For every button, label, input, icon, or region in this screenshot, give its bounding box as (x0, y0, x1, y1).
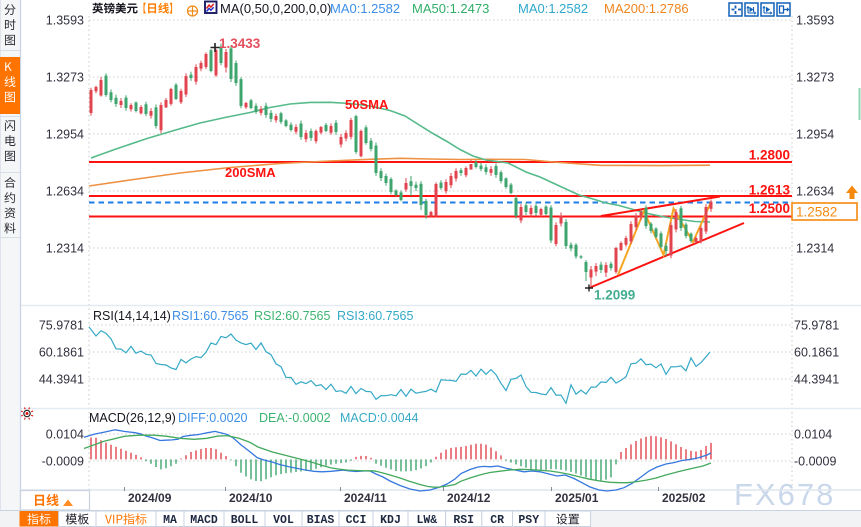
svg-text:1.2613: 1.2613 (749, 183, 791, 198)
svg-text:2024/11: 2024/11 (344, 491, 387, 505)
svg-text:1.3273: 1.3273 (46, 71, 84, 85)
svg-text:1.2582: 1.2582 (796, 205, 837, 220)
svg-text:0.0104: 0.0104 (794, 428, 832, 442)
svg-text:BOLL: BOLL (231, 514, 259, 527)
svg-text:BIAS: BIAS (307, 514, 335, 527)
svg-text:MACD(26,12,9): MACD(26,12,9) (89, 411, 176, 425)
svg-text:RSI(14,14,14): RSI(14,14,14) (93, 309, 171, 323)
svg-text:MACD: MACD (190, 514, 218, 527)
svg-text:2024/10: 2024/10 (229, 491, 273, 505)
svg-text:1.2800: 1.2800 (749, 148, 790, 163)
svg-text:75.9781: 75.9781 (794, 319, 839, 333)
svg-text:2024/12: 2024/12 (447, 491, 491, 505)
svg-text:MA(0,50,0,200,0,0): MA(0,50,0,200,0,0) (220, 1, 331, 16)
svg-text:75.9781: 75.9781 (39, 319, 84, 333)
svg-text:1.2954: 1.2954 (46, 128, 84, 142)
svg-text:1.3273: 1.3273 (796, 71, 834, 85)
svg-text:CR: CR (490, 514, 504, 527)
svg-text:1.2634: 1.2634 (46, 185, 84, 199)
svg-text:1.2634: 1.2634 (796, 185, 834, 199)
svg-text:1.2314: 1.2314 (796, 242, 834, 256)
svg-text:KDJ: KDJ (380, 514, 401, 527)
svg-text:1.2954: 1.2954 (796, 128, 834, 142)
svg-text:MACD:0.0044: MACD:0.0044 (340, 411, 419, 425)
svg-text:2024/09: 2024/09 (128, 491, 172, 505)
svg-text:2025/01: 2025/01 (555, 491, 599, 505)
svg-text:1.2500: 1.2500 (749, 201, 790, 216)
svg-text:1.3593: 1.3593 (46, 14, 84, 28)
svg-text:44.3941: 44.3941 (794, 373, 839, 387)
svg-text:60.1861: 60.1861 (794, 346, 839, 360)
svg-text:CCI: CCI (346, 514, 367, 527)
svg-text:-0.0009: -0.0009 (42, 455, 84, 469)
svg-text:1.2099: 1.2099 (594, 288, 635, 303)
svg-text:LW&: LW& (416, 514, 437, 527)
svg-text:2025/02: 2025/02 (662, 491, 706, 505)
svg-text:DIFF:0.0020: DIFF:0.0020 (178, 411, 248, 425)
svg-text:MA0:1.2582: MA0:1.2582 (518, 1, 588, 16)
svg-text:RSI: RSI (453, 514, 474, 527)
svg-text:44.3941: 44.3941 (39, 373, 84, 387)
svg-text:1.3593: 1.3593 (796, 14, 834, 28)
svg-text:PSY: PSY (518, 514, 539, 527)
svg-text:MA0:1.2582: MA0:1.2582 (330, 1, 400, 16)
svg-text:MA50:1.2473: MA50:1.2473 (412, 1, 489, 16)
svg-text:MA200:1.2786: MA200:1.2786 (604, 1, 689, 16)
svg-text:1.3433: 1.3433 (219, 36, 261, 51)
svg-text:1.2314: 1.2314 (46, 242, 84, 256)
svg-text:50SMA: 50SMA (345, 97, 389, 112)
svg-text:RSI2:60.7565: RSI2:60.7565 (254, 309, 330, 323)
svg-text:0.0104: 0.0104 (46, 428, 84, 442)
svg-text:RSI3:60.7565: RSI3:60.7565 (337, 309, 413, 323)
svg-text:FX678: FX678 (734, 477, 835, 512)
svg-text:200SMA: 200SMA (225, 165, 276, 180)
svg-text:MA: MA (163, 514, 177, 527)
svg-text:60.1861: 60.1861 (39, 346, 84, 360)
svg-text:-0.0009: -0.0009 (794, 455, 836, 469)
svg-text:DEA:-0.0002: DEA:-0.0002 (259, 411, 331, 425)
svg-text:RSI1:60.7565: RSI1:60.7565 (172, 309, 248, 323)
svg-text:VOL: VOL (273, 514, 294, 527)
